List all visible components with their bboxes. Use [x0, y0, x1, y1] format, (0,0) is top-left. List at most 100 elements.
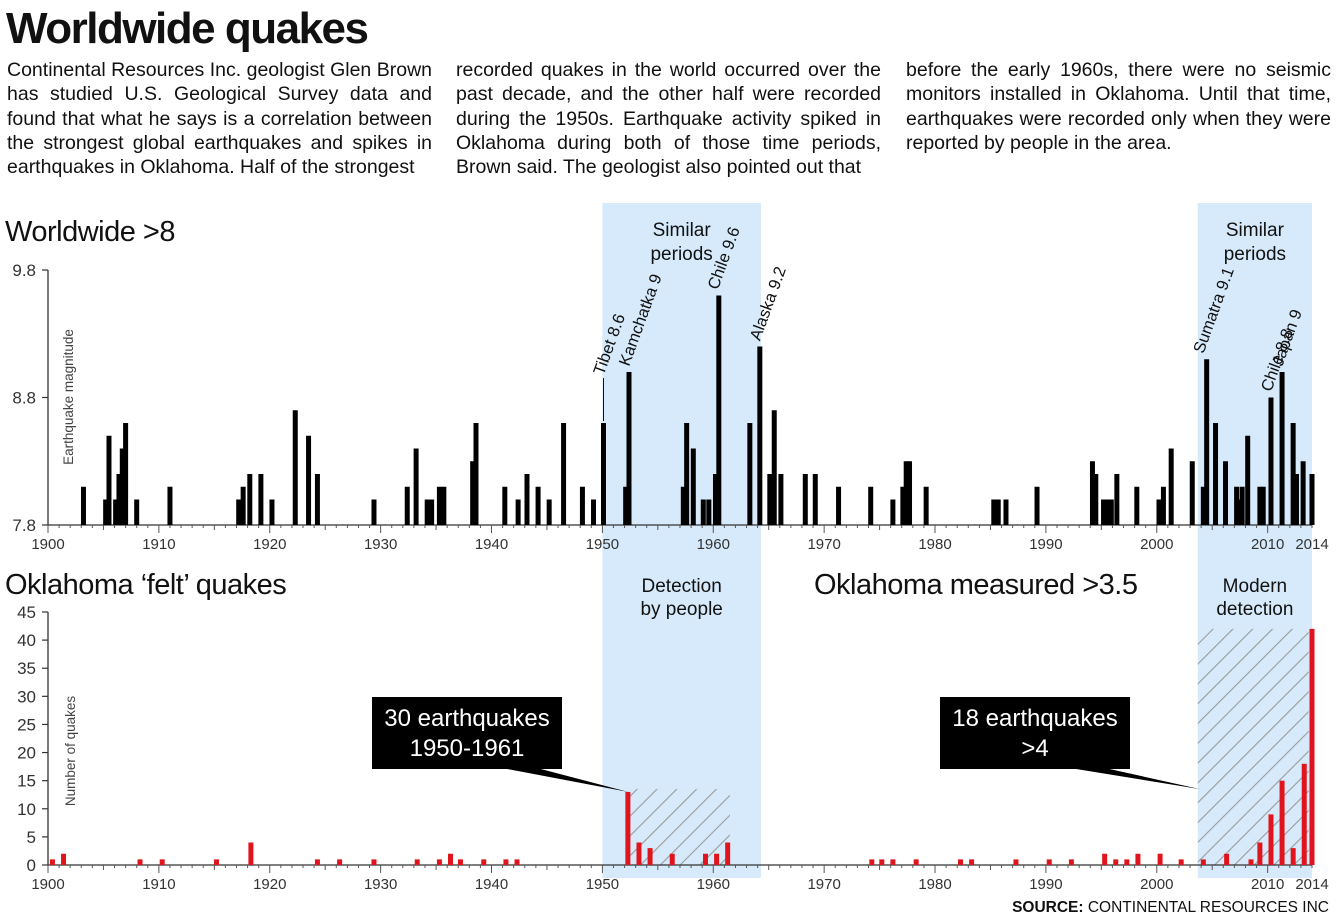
quake-count-bar — [1013, 859, 1019, 865]
y-tick-label: 15 — [17, 772, 36, 791]
quake-count-bar — [879, 859, 885, 865]
oklahoma-measured-title: Oklahoma measured >3.5 — [814, 569, 1138, 601]
magnitude-bar — [1189, 461, 1195, 525]
quake-count-bar — [1113, 859, 1119, 865]
source-text: CONTINENTAL RESOURCES INC — [1087, 899, 1329, 916]
magnitude-bar — [690, 448, 696, 525]
magnitude-bar — [1223, 461, 1229, 525]
magnitude-bar — [134, 499, 140, 525]
magnitude-bar — [1160, 486, 1166, 525]
quake-count-bar — [248, 842, 254, 865]
quake-count-bar — [1301, 763, 1307, 865]
band-label-bottom: Detection — [642, 576, 722, 597]
magnitude-bar — [167, 486, 173, 525]
callout-pointer — [1070, 768, 1201, 790]
quake-count-bar — [1068, 859, 1074, 865]
band-label-top: periods — [650, 244, 712, 265]
magnitude-bar — [626, 372, 632, 525]
magnitude-bar — [561, 423, 567, 525]
quake-count-bar — [969, 859, 975, 865]
x-tick-label: 2014 — [1295, 876, 1328, 893]
quake-count-bar — [913, 859, 919, 865]
band-label-top: periods — [1224, 244, 1286, 265]
y-axis-title-bottom: Number of quakes — [63, 696, 78, 807]
hatched-region — [1197, 628, 1309, 865]
quake-count-bar — [436, 859, 442, 865]
magnitude-bar — [413, 448, 419, 525]
magnitude-bar — [802, 474, 808, 525]
magnitude-bar — [1134, 486, 1140, 525]
magnitude-bar — [1104, 499, 1110, 525]
quake-count-bar — [636, 842, 642, 865]
worldwide-chart-title: Worldwide >8 — [5, 216, 175, 248]
quake-count-bar — [503, 859, 509, 865]
callout-text: 1950-1961 — [410, 735, 525, 762]
x-tick-label: 1990 — [1029, 876, 1062, 893]
quake-count-bar — [1309, 628, 1315, 865]
x-tick-label: 1940 — [475, 876, 508, 893]
magnitude-bar — [292, 410, 298, 525]
quake-count-bar — [958, 859, 964, 865]
magnitude-bar — [524, 474, 530, 525]
y-tick-label: 0 — [27, 856, 36, 875]
magnitude-bar — [767, 474, 773, 525]
intro-column-3: before the early 1960s, there were no se… — [906, 59, 1331, 154]
x-tick-label: 1920 — [253, 536, 286, 553]
magnitude-bar — [1093, 474, 1099, 525]
magnitude-bar — [747, 423, 753, 525]
x-tick-label: 1910 — [142, 536, 175, 553]
magnitude-bar — [706, 499, 712, 525]
hatched-region — [626, 789, 730, 865]
magnitude-bar — [700, 499, 706, 525]
magnitude-bar — [113, 499, 119, 525]
x-tick-label: 1970 — [807, 536, 840, 553]
y-tick-label: 10 — [17, 800, 36, 819]
x-tick-label: 1990 — [1029, 536, 1062, 553]
magnitude-bar — [1108, 499, 1114, 525]
y-tick-label: 45 — [17, 603, 36, 622]
magnitude-bar — [247, 474, 253, 525]
x-tick-label: 1950 — [586, 536, 619, 553]
intro-column-2: recorded quakes in the world occurred ov… — [456, 59, 881, 179]
quake-count-bar — [337, 859, 343, 865]
quake-count-bar — [890, 859, 896, 865]
magnitude-bar — [1114, 474, 1120, 525]
magnitude-bar — [712, 474, 718, 525]
magnitude-bar — [371, 499, 377, 525]
y-tick-label: 30 — [17, 687, 36, 706]
magnitude-bar — [716, 295, 722, 525]
x-tick-label: 1960 — [697, 876, 730, 893]
magnitude-bar — [680, 486, 686, 525]
quake-count-bar — [61, 853, 67, 865]
band-label-bottom: Modern — [1223, 576, 1287, 597]
y-axis-title-top: Earthquake magnitude — [61, 329, 76, 465]
quake-count-bar — [1200, 859, 1206, 865]
callout-box — [372, 697, 562, 769]
magnitude-bar — [546, 499, 552, 525]
magnitude-bar — [757, 346, 763, 525]
highlight-band — [602, 203, 761, 878]
band-label-top: Similar — [1226, 220, 1285, 241]
quake-count-bar — [1224, 853, 1230, 865]
y-tick-label: 20 — [17, 744, 36, 763]
magnitude-bar — [836, 486, 842, 525]
y-tick-label: 7.8 — [12, 516, 36, 535]
x-tick-label: 1900 — [31, 536, 64, 553]
quake-count-bar — [447, 853, 453, 865]
quake-count-bar — [1268, 814, 1274, 865]
quake-count-bar — [1290, 848, 1296, 865]
quake-count-bar — [457, 859, 463, 865]
magnitude-bar — [623, 486, 629, 525]
y-tick-label: 5 — [27, 828, 36, 847]
magnitude-bar — [812, 474, 818, 525]
quake-count-bar — [481, 859, 487, 865]
quake-count-bar — [869, 859, 875, 865]
callout-box — [940, 697, 1130, 769]
magnitude-bar — [1293, 474, 1299, 525]
x-tick-label: 1940 — [475, 536, 508, 553]
x-tick-label: 1980 — [918, 536, 951, 553]
quake-count-bar — [414, 859, 420, 865]
x-tick-label: 1920 — [253, 876, 286, 893]
source-credit: SOURCE: CONTINENTAL RESOURCES INC — [1012, 899, 1329, 917]
